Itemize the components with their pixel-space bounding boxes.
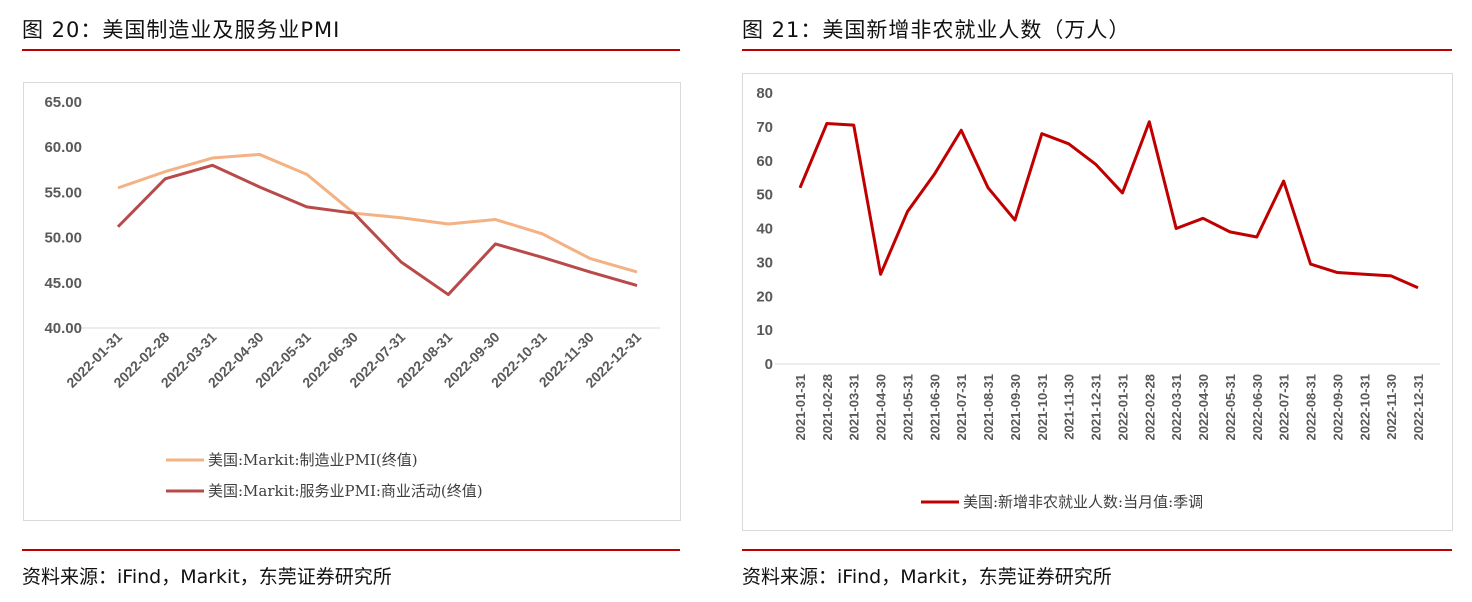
y-tick-label: 60 [756, 153, 773, 170]
x-tick-label: 2021-12-31 [1089, 374, 1104, 441]
y-tick-label: 70 [756, 119, 773, 136]
title-rule-right [742, 49, 1452, 51]
source-left: 资料来源：iFind，Markit，东莞证券研究所 [22, 566, 392, 588]
x-tick-label: 2021-03-31 [847, 374, 862, 441]
legend-label: 美国:Markit:服务业PMI:商业活动(终值) [208, 482, 483, 500]
x-tick-label: 2021-07-31 [954, 374, 969, 441]
x-tick-label: 2021-10-31 [1035, 374, 1050, 441]
title-rule-left [22, 49, 680, 51]
x-tick-label: 2021-01-31 [793, 374, 808, 441]
x-tick-label: 2022-05-31 [1223, 374, 1238, 441]
source-rule-right [742, 549, 1452, 551]
x-tick-label: 2022-01-31 [1115, 374, 1130, 441]
legend-label: 美国:Markit:制造业PMI(终值) [208, 451, 418, 469]
series-line-1 [798, 120, 1419, 290]
y-tick-label: 40.00 [44, 320, 82, 337]
x-tick-label: 2021-05-31 [900, 374, 915, 441]
figure-20-title: 图 20：美国制造业及服务业PMI [22, 18, 341, 42]
x-tick-label: 2021-02-28 [820, 374, 835, 441]
source-right: 资料来源：iFind，Markit，东莞证券研究所 [742, 566, 1112, 588]
y-tick-label: 50.00 [44, 230, 82, 247]
payroll-chart-frame [742, 73, 1453, 531]
x-tick-label: 2022-11-30 [1384, 374, 1399, 440]
x-tick-label: 2022-03-31 [1169, 374, 1184, 441]
y-tick-label: 0 [765, 356, 773, 373]
series-line-1 [117, 152, 638, 274]
x-tick-label: 2022-09-30 [1330, 374, 1345, 441]
x-tick-label: 2021-06-30 [927, 374, 942, 441]
y-tick-label: 40 [756, 221, 773, 238]
x-tick-label: 2022-06-30 [1250, 374, 1265, 441]
x-tick-label: 2022-12-31 [1411, 374, 1426, 441]
series-line-2 [116, 163, 638, 297]
x-tick-label: 2021-04-30 [874, 374, 889, 441]
legend-label: 美国:新增非农就业人数:当月值:季调 [963, 493, 1203, 511]
y-tick-label: 80 [756, 85, 773, 102]
x-tick-label: 2022-02-28 [1142, 374, 1157, 441]
y-tick-label: 60.00 [44, 139, 82, 156]
y-tick-label: 50 [756, 187, 773, 204]
x-tick-label: 2022-08-31 [1304, 374, 1319, 441]
y-tick-label: 10 [756, 322, 773, 339]
y-tick-label: 30 [756, 254, 773, 271]
x-tick-label: 2021-08-31 [981, 374, 996, 441]
y-tick-label: 65.00 [44, 94, 82, 111]
x-tick-label: 2022-07-31 [1277, 374, 1292, 441]
y-tick-label: 45.00 [44, 275, 82, 292]
x-tick-label: 2021-11-30 [1062, 374, 1077, 440]
figure-21-title: 图 21：美国新增非农就业人数（万人） [742, 18, 1131, 42]
source-rule-left [22, 549, 680, 551]
y-tick-label: 55.00 [44, 184, 82, 201]
y-tick-label: 20 [756, 288, 773, 305]
x-tick-label: 2022-04-30 [1196, 374, 1211, 441]
pmi-chart-frame [23, 82, 681, 521]
x-tick-label: 2022-10-31 [1357, 374, 1372, 441]
x-tick-label: 2021-09-30 [1008, 374, 1023, 441]
